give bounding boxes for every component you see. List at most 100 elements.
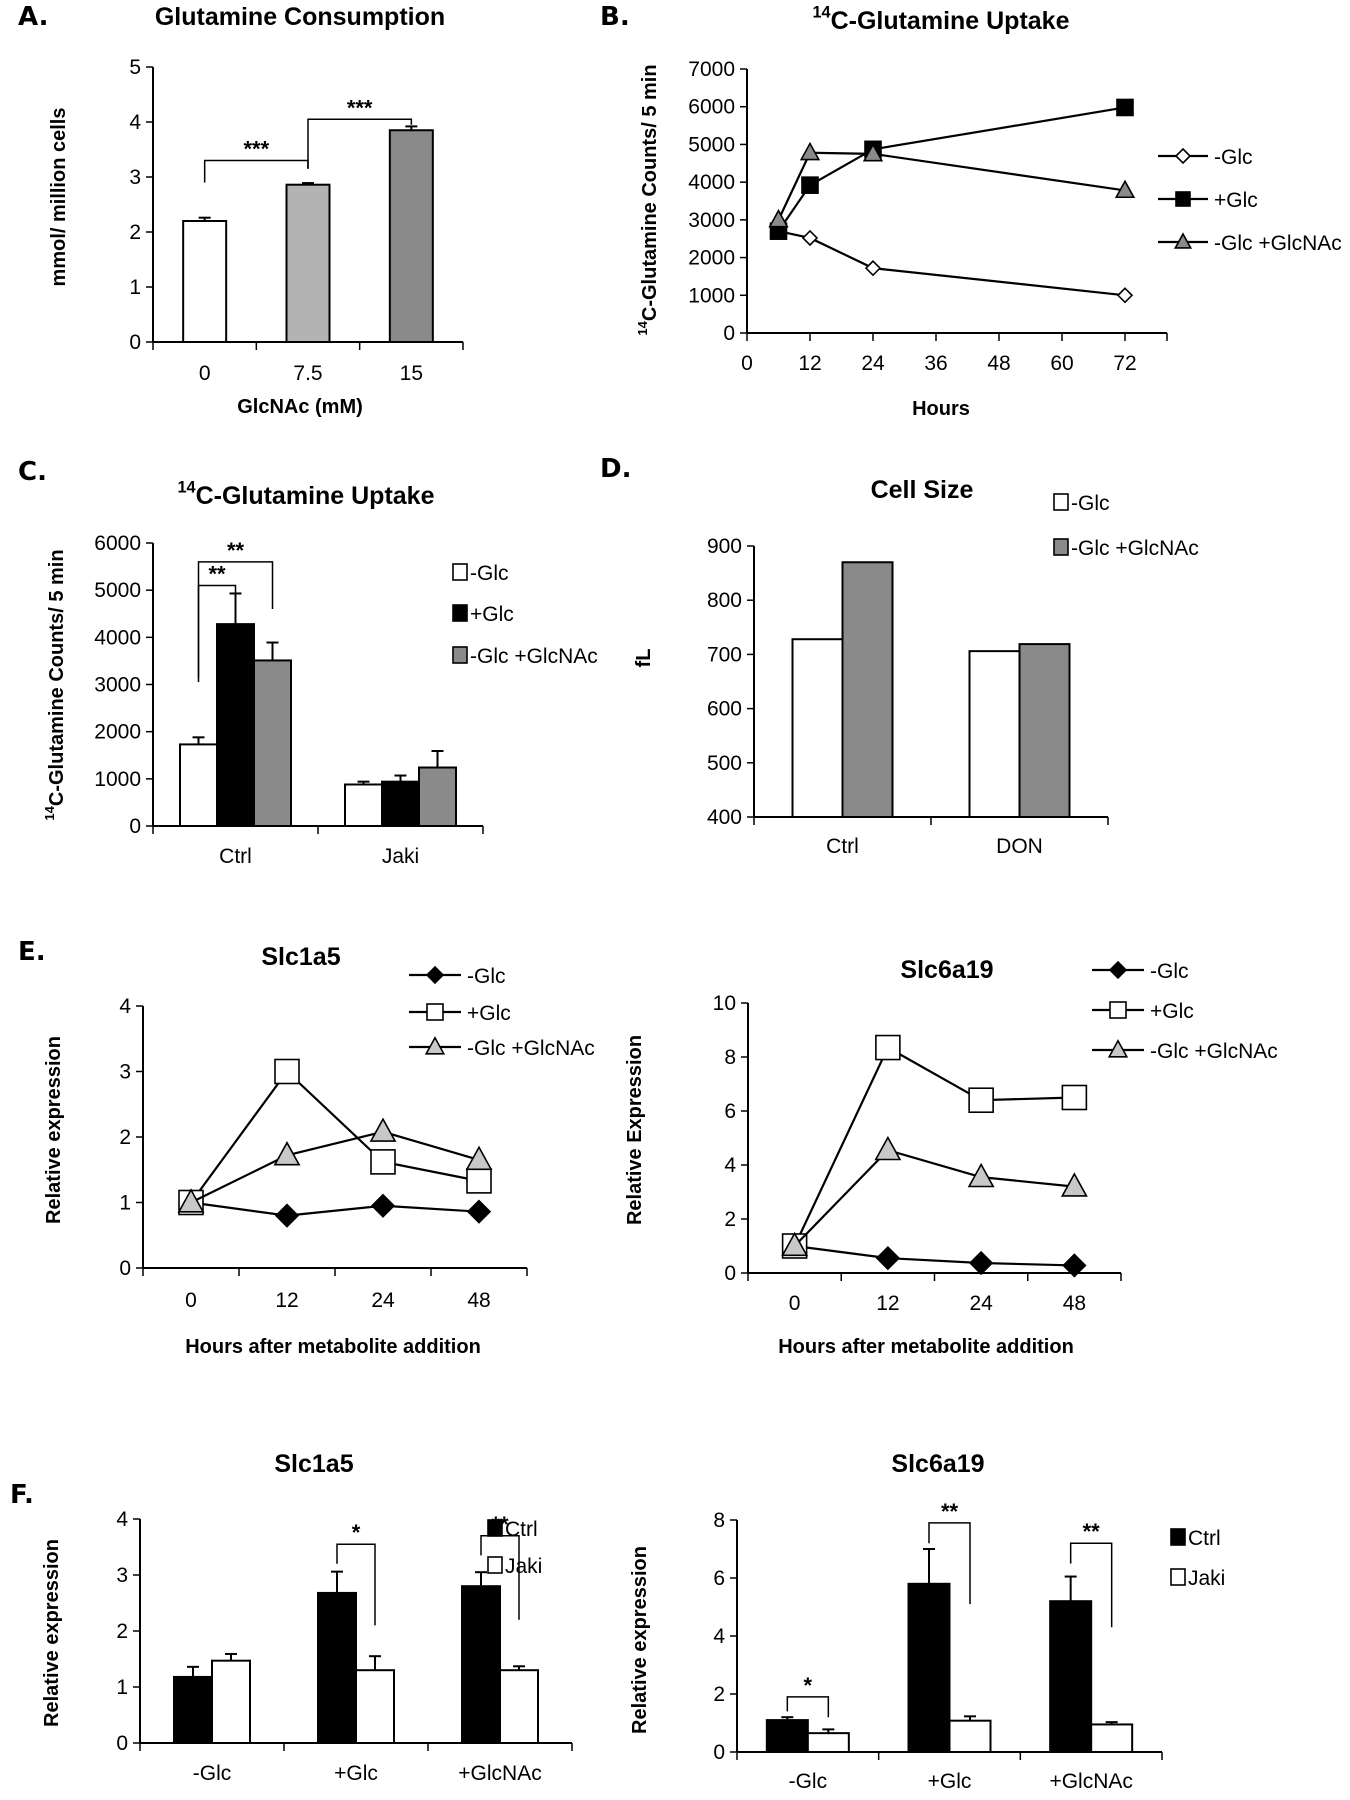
legend-marker-triangle (1173, 232, 1193, 249)
legend-label: -Glc (470, 562, 509, 585)
bar (344, 783, 383, 828)
data-point-diamond (801, 229, 819, 247)
legend-label: -Glc +GlcNAc (1214, 232, 1342, 255)
data-point-diamond (370, 1193, 396, 1218)
y-tick-label: 6000 (94, 532, 141, 555)
y-tick-label: 5 (129, 56, 141, 79)
y-tick-label: 6 (724, 1100, 736, 1123)
y-tick-label: 1 (116, 1676, 128, 1699)
x-tick-label: 0 (741, 352, 753, 375)
x-tick-label: 24 (861, 352, 885, 375)
legend-label: -Glc (1150, 960, 1189, 983)
legend-label: Ctrl (505, 1518, 538, 1541)
y-tick-label: 1000 (688, 284, 735, 307)
y-tick-label: 4000 (688, 171, 735, 194)
bar (948, 1719, 992, 1754)
legend-label: -Glc (1071, 492, 1110, 515)
legend-label: -Glc +GlcNAc (467, 1037, 595, 1060)
panel-letter: F. (10, 1480, 34, 1510)
legend-marker-square (426, 1003, 444, 1021)
data-point-triangle (768, 208, 789, 228)
bar (461, 1585, 501, 1744)
legend-swatch (1170, 1568, 1186, 1586)
y-axis-label: Relative Expression (624, 1035, 646, 1225)
y-tick-label: 600 (707, 698, 742, 721)
y-tick-label: 2 (713, 1683, 725, 1706)
bar (806, 1732, 850, 1754)
y-axis-label: Relative expression (43, 1036, 65, 1224)
bar (907, 1582, 951, 1754)
y-tick-label: 0 (129, 331, 141, 354)
bar (791, 638, 844, 818)
bar (499, 1669, 539, 1744)
legend-label: Jaki (1188, 1567, 1225, 1590)
y-tick-label: 1 (129, 276, 141, 299)
chart-panel-7: F. Slc1a5 Relative expression 0 1 2 3 4 -Glc +Glc… (10, 1450, 573, 1785)
legend-label: +Glc (470, 603, 514, 626)
bar (1049, 1600, 1093, 1753)
data-point-triangle (177, 1188, 205, 1213)
chart-title: 14C-Glutamine Uptake (812, 4, 1069, 35)
data-point-triangle (1060, 1172, 1088, 1197)
chart-title: Slc6a19 (900, 956, 993, 984)
y-tick-label: 8 (713, 1509, 725, 1532)
y-tick-label: 2 (119, 1126, 131, 1149)
series-line (190, 1069, 480, 1204)
series-line (793, 1148, 1075, 1247)
legend-swatch (1053, 538, 1069, 556)
significance-label: ** (208, 561, 226, 586)
data-point-square (466, 1168, 492, 1194)
data-point-triangle (369, 1117, 397, 1142)
y-axis-label: fL (633, 649, 655, 668)
y-tick-label: 4000 (94, 626, 141, 649)
legend-marker-square (1109, 1001, 1127, 1019)
data-point-triangle (781, 1231, 809, 1257)
y-axis-label-text: C-Glutamine Counts/ 5 min (46, 549, 68, 806)
legend-swatch (487, 1519, 503, 1537)
x-tick-label: DON (996, 835, 1043, 858)
legend-marker-diamond (1174, 147, 1192, 165)
y-tick-label: 0 (129, 815, 141, 838)
x-tick-label: Ctrl (826, 835, 859, 858)
bar (765, 1719, 809, 1753)
bar (418, 766, 457, 827)
y-tick-label: 7000 (688, 58, 735, 81)
legend-label: -Glc +GlcNAc (1150, 1040, 1278, 1063)
data-point-diamond (466, 1199, 492, 1224)
data-point-diamond (274, 1203, 300, 1228)
data-point-square (1116, 98, 1134, 117)
y-tick-label: 5000 (688, 133, 735, 156)
y-tick-label: 3 (116, 1564, 128, 1587)
x-axis-label: Hours after metabolite addition (185, 1336, 481, 1358)
data-point-triangle (273, 1141, 301, 1166)
bar (1018, 643, 1071, 818)
chart-title: 14C-Glutamine Uptake (177, 479, 434, 510)
data-point-diamond (864, 260, 882, 277)
y-tick-label: 0 (116, 1732, 128, 1755)
y-tick-label: 2000 (688, 247, 735, 270)
significance-label: ** (227, 538, 245, 563)
y-tick-label: 2 (724, 1208, 736, 1231)
data-point-square (370, 1149, 396, 1175)
x-tick-label: +GlcNAc (458, 1762, 541, 1785)
y-tick-label: 6000 (688, 96, 735, 119)
series-line (794, 1244, 1075, 1267)
bar (211, 1659, 251, 1745)
legend-label: Jaki (505, 1555, 542, 1578)
data-point-triangle (862, 142, 884, 162)
series-line (190, 1130, 480, 1204)
y-tick-label: 3 (129, 166, 141, 189)
panel-letter: E. (18, 937, 46, 967)
y-tick-label: 6 (713, 1567, 725, 1590)
data-point-square (274, 1058, 300, 1085)
significance-bracket (786, 1696, 830, 1718)
bar (381, 780, 420, 827)
panel-letter: C. (18, 457, 47, 487)
bar (253, 659, 292, 827)
y-axis-label-text: C-Glutamine Counts/ 5 min (639, 64, 661, 321)
data-point-diamond (1116, 287, 1134, 304)
series-line (778, 230, 1126, 297)
y-axis-label: mmol/ million cells (48, 108, 70, 287)
legend-swatch (452, 646, 468, 664)
chart-title: Cell Size (871, 476, 974, 504)
